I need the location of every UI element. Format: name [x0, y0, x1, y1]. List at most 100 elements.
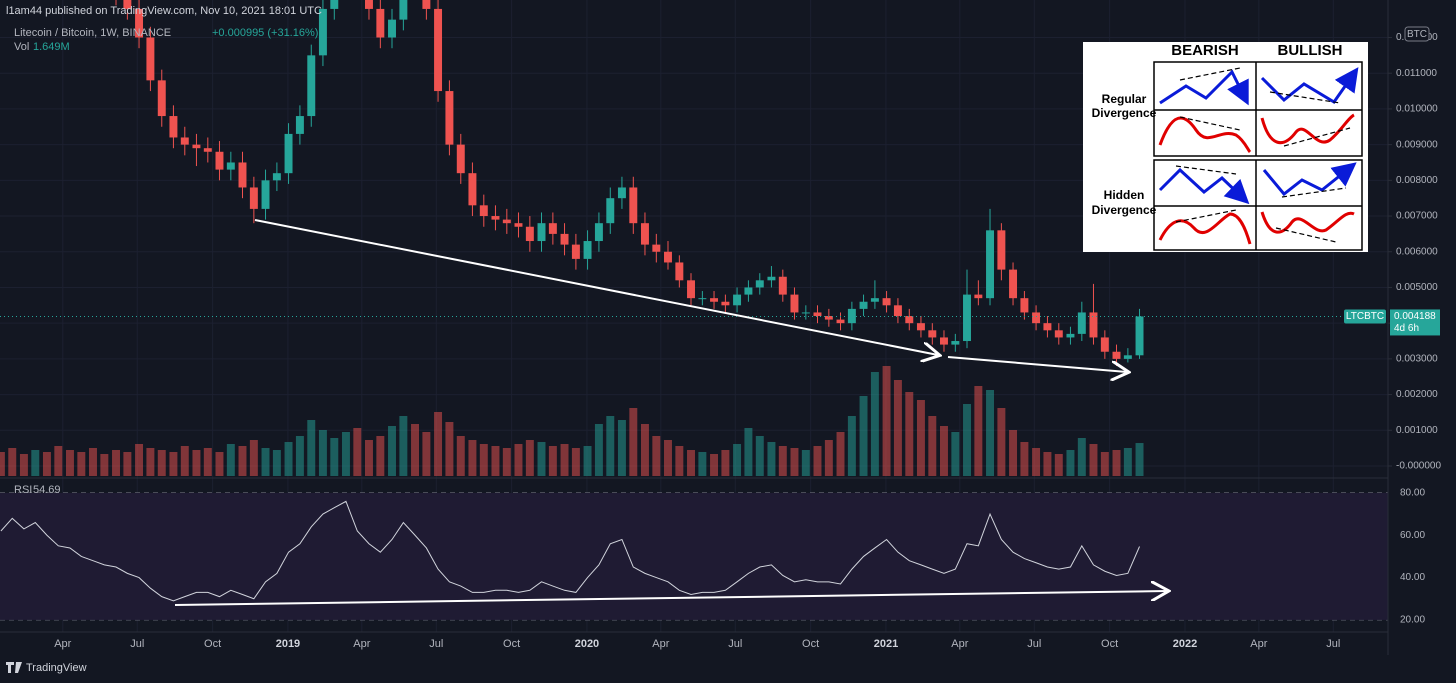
- candle-body[interactable]: [744, 287, 753, 295]
- candle-body[interactable]: [502, 219, 511, 224]
- candle-body[interactable]: [664, 251, 672, 263]
- candle-body[interactable]: [261, 180, 270, 209]
- volume-bar: [169, 452, 178, 476]
- y-tick-label: 0.010000: [1396, 104, 1438, 115]
- candle-body[interactable]: [422, 0, 431, 9]
- candle-body[interactable]: [146, 37, 155, 81]
- currency-badge[interactable]: [1404, 26, 1430, 42]
- candle-body[interactable]: [399, 0, 408, 20]
- candle-body[interactable]: [755, 280, 764, 288]
- candle-body[interactable]: [1066, 333, 1075, 338]
- candle-body[interactable]: [123, 0, 132, 9]
- candle-body[interactable]: [365, 0, 373, 9]
- candle-body[interactable]: [468, 173, 477, 206]
- candle-body[interactable]: [870, 298, 879, 302]
- candle-body[interactable]: [537, 223, 546, 242]
- candle-body[interactable]: [963, 294, 971, 342]
- candle-body[interactable]: [157, 80, 166, 117]
- volume-bar: [916, 400, 925, 476]
- y-tick-label: 0.011000: [1396, 68, 1437, 79]
- candle-body[interactable]: [893, 305, 902, 317]
- candle-body[interactable]: [215, 151, 224, 170]
- candle-body[interactable]: [652, 244, 661, 252]
- candle-body[interactable]: [1043, 323, 1052, 331]
- candle-body[interactable]: [778, 276, 787, 295]
- candle-body[interactable]: [617, 187, 626, 199]
- candle-body[interactable]: [1135, 316, 1144, 356]
- candle-body[interactable]: [640, 223, 649, 245]
- y-tick-label: 0.002000: [1396, 389, 1438, 400]
- candle-body[interactable]: [284, 133, 293, 174]
- candle-body[interactable]: [882, 298, 891, 306]
- candle-body[interactable]: [801, 312, 810, 314]
- volume-bar: [698, 452, 707, 476]
- candle-body[interactable]: [687, 280, 695, 299]
- volume-bar: [491, 446, 500, 476]
- candle-body[interactable]: [445, 91, 454, 145]
- candle-body[interactable]: [1020, 298, 1029, 313]
- candle-body[interactable]: [721, 301, 730, 306]
- candle-body[interactable]: [1054, 330, 1063, 338]
- candle-body[interactable]: [1123, 355, 1132, 359]
- volume-bar: [767, 442, 776, 476]
- candle-body[interactable]: [434, 8, 443, 92]
- candle-body[interactable]: [479, 205, 488, 217]
- candles: [115, 0, 1144, 367]
- candle-body[interactable]: [135, 8, 144, 38]
- candle-body[interactable]: [583, 241, 592, 259]
- candle-body[interactable]: [928, 330, 937, 338]
- candle-body[interactable]: [1100, 337, 1109, 352]
- candle-body[interactable]: [939, 337, 948, 345]
- volume-bar: [675, 446, 684, 476]
- candle-body[interactable]: [916, 323, 925, 331]
- candle-body[interactable]: [1089, 312, 1098, 338]
- candle-body[interactable]: [203, 148, 212, 152]
- candle-body[interactable]: [836, 319, 845, 324]
- candle-body[interactable]: [192, 144, 201, 149]
- candle-body[interactable]: [226, 162, 235, 170]
- candle-body[interactable]: [307, 55, 316, 117]
- candle-body[interactable]: [951, 341, 960, 345]
- candle-body[interactable]: [456, 144, 465, 174]
- candle-body[interactable]: [1112, 351, 1121, 359]
- candle-body[interactable]: [330, 0, 339, 9]
- candle-body[interactable]: [318, 8, 327, 56]
- candle-body[interactable]: [388, 19, 396, 38]
- candle-body[interactable]: [710, 298, 719, 302]
- candle-body[interactable]: [675, 262, 684, 281]
- candle-body[interactable]: [767, 276, 776, 281]
- candle-body[interactable]: [813, 312, 822, 317]
- candle-body[interactable]: [514, 223, 523, 227]
- candle-body[interactable]: [905, 316, 914, 324]
- candle-body[interactable]: [548, 223, 557, 234]
- candle-body[interactable]: [606, 198, 615, 224]
- candle-body[interactable]: [847, 308, 856, 324]
- candle-body[interactable]: [169, 116, 178, 138]
- candle-body[interactable]: [1009, 269, 1018, 299]
- candle-body[interactable]: [1032, 312, 1041, 324]
- inset-box: [1083, 42, 1368, 252]
- candle-body[interactable]: [974, 294, 983, 299]
- volume-bar: [422, 432, 431, 476]
- candle-body[interactable]: [295, 116, 304, 134]
- candle-body[interactable]: [525, 226, 534, 242]
- candle-body[interactable]: [986, 230, 994, 299]
- volume-bar: [525, 440, 534, 476]
- candle-body[interactable]: [824, 316, 833, 320]
- candle-body[interactable]: [571, 244, 580, 259]
- candle-body[interactable]: [594, 223, 603, 242]
- candle-body[interactable]: [997, 230, 1006, 270]
- candle-body[interactable]: [790, 294, 799, 313]
- candle-body[interactable]: [629, 187, 638, 224]
- candle-body[interactable]: [698, 298, 707, 300]
- candle-body[interactable]: [491, 216, 500, 220]
- candle-body[interactable]: [272, 173, 281, 181]
- candle-body[interactable]: [249, 187, 258, 209]
- candle-body[interactable]: [733, 294, 742, 306]
- candle-body[interactable]: [238, 162, 247, 188]
- candle-body[interactable]: [859, 301, 868, 309]
- candle-body[interactable]: [1077, 312, 1086, 334]
- candle-body[interactable]: [560, 233, 569, 245]
- candle-body[interactable]: [376, 8, 385, 38]
- candle-body[interactable]: [180, 137, 189, 145]
